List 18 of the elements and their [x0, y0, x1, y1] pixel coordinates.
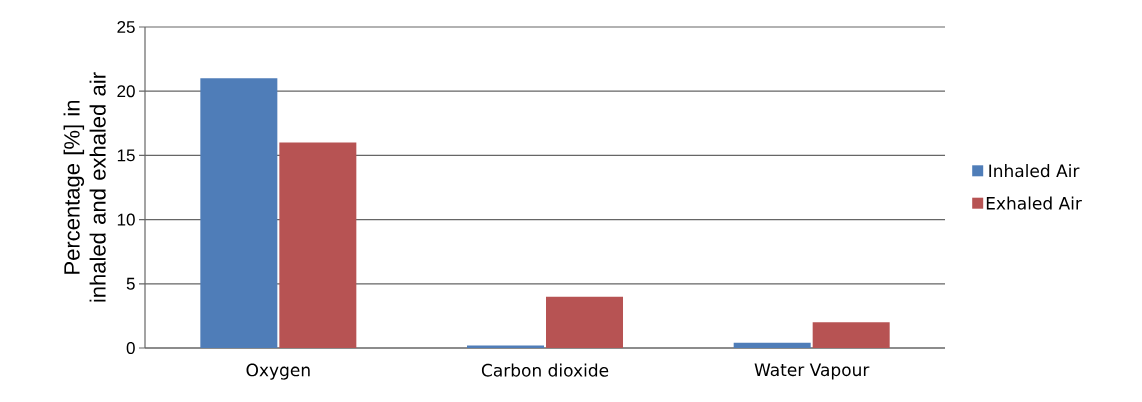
y-axis-title: Percentage [%] in inhaled and exhaled air: [63, 72, 106, 302]
bar: [812, 322, 890, 348]
y-tick-label: 5: [126, 277, 135, 290]
legend-label: Exhaled Air: [986, 196, 1082, 210]
bar: [733, 342, 811, 348]
bar: [467, 345, 545, 348]
y-tick-label: 0: [126, 341, 135, 355]
bar: [200, 78, 278, 348]
x-tick-label: Oxygen: [246, 363, 310, 380]
bar: [546, 296, 623, 348]
y-tick-label: 15: [117, 149, 135, 162]
x-tick-label: Carbon dioxide: [481, 363, 609, 377]
bar: [279, 142, 357, 348]
y-tick-label: 10: [117, 213, 135, 226]
y-tick-label: 25: [117, 20, 135, 34]
legend-label: Inhaled Air: [989, 164, 1080, 178]
y-tick-label: 20: [117, 85, 135, 98]
x-tick-label: Water Vapour: [754, 363, 870, 380]
